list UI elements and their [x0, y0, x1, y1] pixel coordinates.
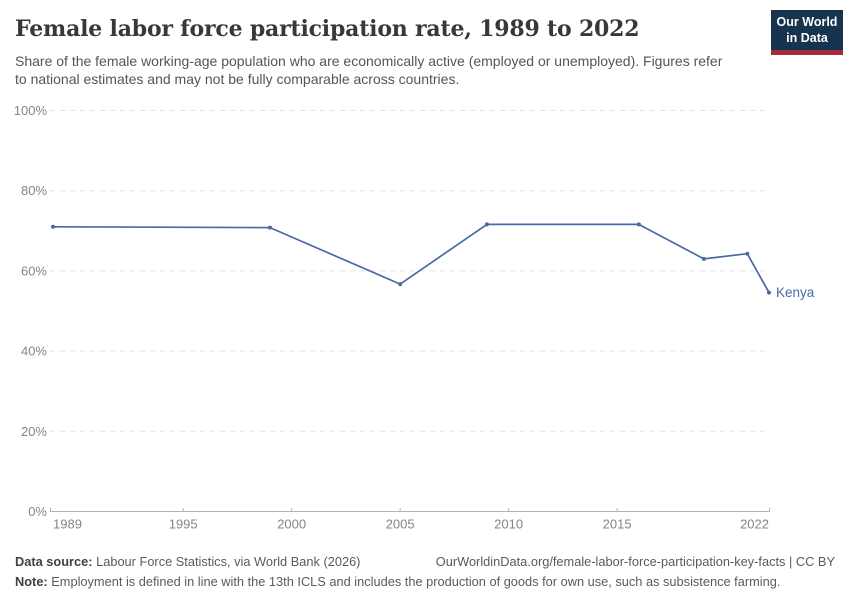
- x-tick-label: 2022: [740, 517, 769, 532]
- data-source-text: Labour Force Statistics, via World Bank …: [96, 554, 361, 569]
- attribution-link[interactable]: OurWorldinData.org/female-labor-force-pa…: [435, 554, 835, 569]
- data-source-label: Data source:: [15, 554, 93, 569]
- data-point[interactable]: [767, 290, 771, 295]
- x-tick-label: 1995: [169, 517, 198, 532]
- y-tick-label: 60%: [21, 263, 47, 278]
- data-point[interactable]: [484, 222, 489, 227]
- data-point[interactable]: [51, 224, 55, 229]
- data-point[interactable]: [398, 282, 403, 287]
- x-tick-label: 1989: [53, 517, 82, 532]
- y-tick-label: 40%: [21, 344, 47, 359]
- data-source: Data source: Labour Force Statistics, vi…: [15, 554, 360, 569]
- note-label: Note:: [15, 574, 48, 589]
- footer-source-row: Data source: Labour Force Statistics, vi…: [15, 554, 835, 569]
- chart-footer: Data source: Labour Force Statistics, vi…: [15, 554, 835, 589]
- owid-logo-line2: in Data: [786, 30, 828, 45]
- chart-subtitle: Share of the female working-age populati…: [15, 53, 723, 88]
- x-tick-label: 2010: [494, 517, 523, 532]
- y-tick-label: 0%: [28, 504, 47, 519]
- footer-note-row: Note: Employment is defined in line with…: [15, 574, 835, 589]
- page-title: Female labor force participation rate, 1…: [15, 16, 640, 42]
- x-tick-label: 2015: [603, 517, 632, 532]
- y-tick-label: 80%: [21, 183, 47, 198]
- data-point[interactable]: [268, 225, 272, 230]
- x-tick-label: 2005: [386, 517, 415, 532]
- trend-line-kenya[interactable]: [52, 223, 770, 294]
- x-tick-label: 2000: [277, 517, 306, 532]
- data-point[interactable]: [636, 222, 641, 227]
- y-tick-label: 100%: [14, 103, 48, 118]
- owid-logo[interactable]: Our World in Data: [771, 10, 843, 56]
- data-point[interactable]: [745, 251, 750, 256]
- series-label-kenya[interactable]: Kenya: [776, 285, 815, 300]
- owid-logo-line1: Our World: [776, 15, 838, 29]
- owid-logo-text: Our World in Data: [771, 10, 843, 51]
- data-point[interactable]: [701, 256, 706, 261]
- note-text: Employment is defined in line with the 1…: [51, 574, 781, 589]
- y-tick-label: 20%: [21, 424, 47, 439]
- owid-logo-stripe: [771, 50, 843, 56]
